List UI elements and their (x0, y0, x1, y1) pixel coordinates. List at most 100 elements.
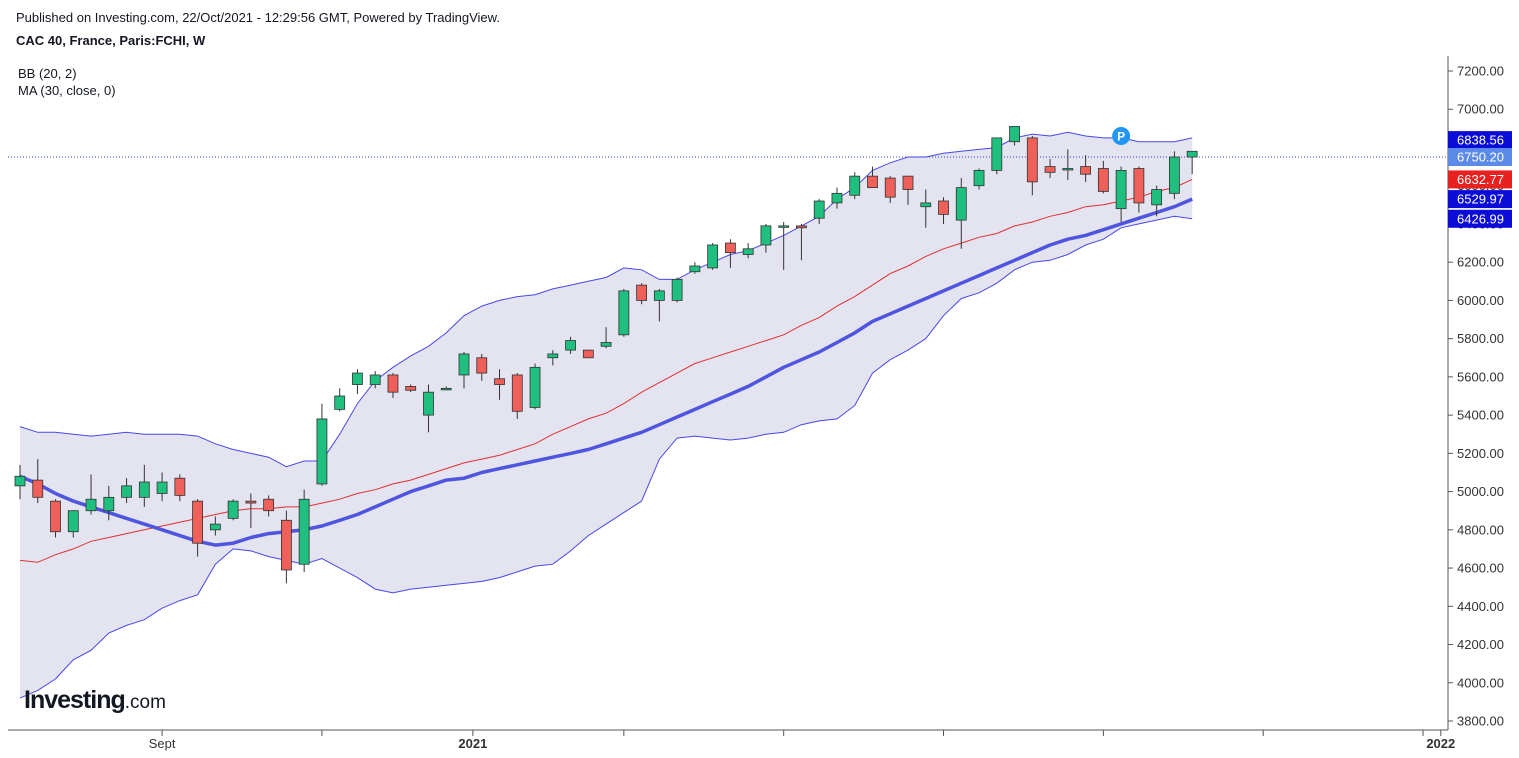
published-line: Published on Investing.com, 22/Oct/2021 … (16, 10, 500, 25)
candle-body (387, 374, 399, 393)
candle (494, 369, 505, 400)
candle (867, 166, 878, 189)
price-label-bg (1448, 190, 1512, 209)
candle-body (778, 225, 790, 228)
candle (671, 277, 683, 303)
candle (707, 243, 719, 270)
candle (582, 349, 594, 359)
price-label-bg (1448, 147, 1512, 166)
candle (85, 474, 97, 515)
moving-average-line (19, 197, 1193, 547)
candle (636, 283, 647, 305)
candle (973, 168, 985, 190)
axes: 7200.007000.006800.006600.006400.006200.… (8, 56, 1504, 751)
candle (352, 369, 363, 395)
candle-body (263, 498, 275, 512)
candle (1151, 185, 1163, 217)
x-tick-label: 2021 (458, 736, 487, 751)
price-label-bg (1448, 170, 1512, 189)
price-label-text: 6838.56 (1457, 133, 1504, 148)
candlesticks (14, 126, 1198, 584)
candle (121, 478, 132, 504)
candle (1115, 166, 1127, 223)
candle-body (334, 395, 346, 410)
candle-body (14, 475, 26, 487)
price-label-text: 6426.99 (1457, 211, 1504, 226)
candle-body (600, 342, 612, 347)
candle-body (1115, 170, 1127, 210)
price-label: 6750.20 (1448, 147, 1512, 166)
candle (1009, 126, 1020, 146)
candle-body (636, 284, 647, 301)
candle (1062, 149, 1074, 180)
candle (405, 384, 417, 393)
candle (1026, 136, 1038, 196)
candle (796, 223, 807, 261)
marker-circle (1112, 127, 1131, 145)
y-tick-label: 4800.00 (1457, 522, 1504, 537)
y-tick-label: 5400.00 (1457, 408, 1504, 423)
price-label: 6426.99 (1448, 209, 1512, 228)
candle-body (1044, 166, 1056, 173)
candle-body (227, 500, 239, 519)
candle (1186, 150, 1198, 175)
candle (227, 499, 239, 521)
candle-body (1133, 168, 1145, 204)
candle (67, 510, 79, 538)
y-tick-label: 5600.00 (1457, 369, 1504, 384)
candle-body (50, 500, 61, 533)
candle-body (405, 386, 417, 391)
y-tick-label: 5800.00 (1457, 331, 1504, 346)
candle-body (831, 192, 843, 204)
y-tick-label: 6000.00 (1457, 293, 1504, 308)
candle (423, 384, 434, 433)
candle-body (156, 481, 168, 494)
candle (369, 371, 381, 389)
candle-body (280, 519, 292, 571)
candle-body (529, 366, 541, 408)
indicator-ma-label[interactable]: MA (30, close, 0) (18, 83, 116, 98)
candle-body (511, 374, 523, 412)
candle (387, 373, 399, 398)
candle (653, 288, 665, 322)
candle (725, 239, 736, 268)
candle (50, 499, 61, 538)
candle (103, 485, 115, 521)
candle (955, 178, 967, 249)
price-label-bg (1448, 131, 1512, 150)
candle (778, 222, 790, 270)
candle-body (1186, 150, 1198, 158)
candle-body (547, 353, 559, 359)
candle (618, 288, 630, 337)
y-tick-label: 5200.00 (1457, 446, 1504, 461)
candle-body (725, 242, 736, 254)
candle-body (192, 500, 204, 544)
candle (689, 262, 701, 274)
x-tick-label: 2022 (1426, 736, 1455, 751)
y-tick-label: 4600.00 (1457, 561, 1504, 576)
candle (600, 327, 612, 349)
candle-body (653, 290, 665, 301)
marker-badge[interactable]: P (1112, 127, 1131, 145)
candle (316, 403, 328, 486)
candle (1080, 155, 1091, 182)
bollinger-lower-line (19, 215, 1193, 699)
candle (263, 495, 275, 517)
x-tick-label: Sept (149, 736, 176, 751)
candle-body (67, 510, 79, 533)
price-label: 6838.56 (1448, 131, 1512, 150)
candle-body (85, 498, 97, 512)
candle-body (1169, 156, 1180, 194)
candle (831, 187, 843, 209)
price-label-text: 6529.97 (1457, 192, 1504, 207)
candle (476, 353, 488, 381)
indicator-bb-label[interactable]: BB (20, 2) (18, 66, 77, 81)
candle-body (867, 175, 878, 189)
candle-body (352, 372, 363, 385)
bollinger-band-area (20, 132, 1193, 699)
candle-body (121, 485, 132, 498)
candle (1133, 166, 1145, 213)
candle-body (138, 481, 150, 498)
candle-body (955, 187, 967, 221)
